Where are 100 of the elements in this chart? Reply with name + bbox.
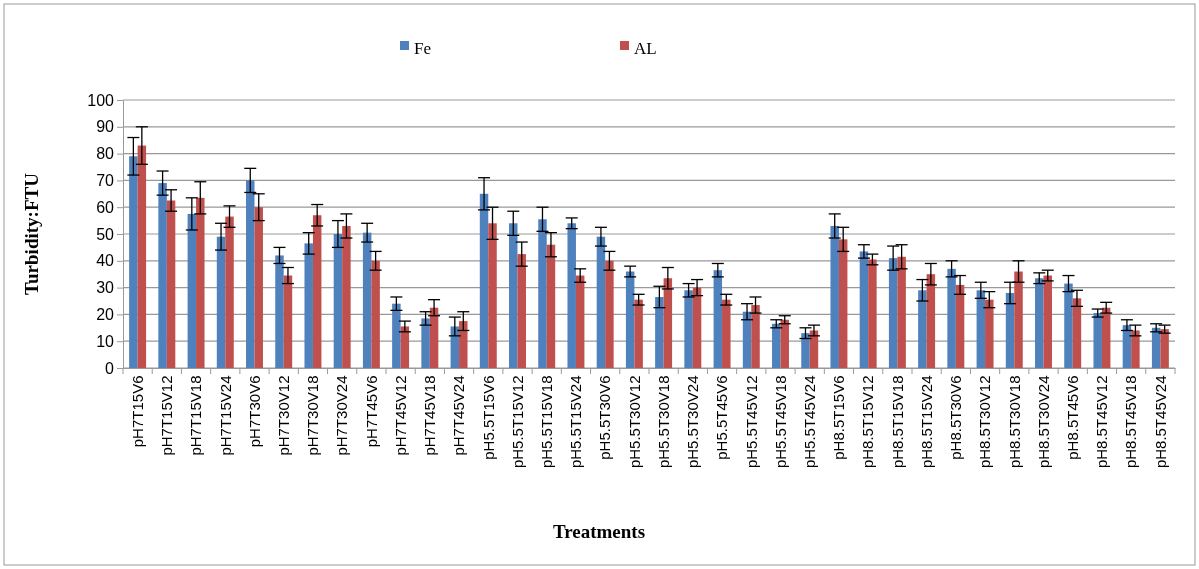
x-tick-label: pH7T30V24 — [333, 375, 351, 456]
bar — [692, 287, 702, 368]
bar — [722, 299, 731, 368]
bar — [625, 271, 635, 368]
bar — [421, 318, 430, 368]
y-tick-label: 40 — [96, 252, 115, 270]
bar — [897, 256, 906, 368]
bar — [772, 323, 781, 368]
bar — [538, 219, 547, 368]
x-tick-label: pH8.5T45V12 — [1093, 375, 1111, 469]
y-tick-label: 100 — [87, 91, 115, 109]
bar — [400, 326, 410, 368]
bar — [1093, 313, 1102, 368]
bar — [976, 290, 986, 368]
y-tick-label: 30 — [96, 279, 115, 297]
x-tick-label: pH8.5T30V18 — [1005, 375, 1023, 469]
bar — [918, 290, 927, 368]
x-tick-label: pH8.5T30V12 — [976, 375, 994, 469]
bar — [1072, 298, 1082, 368]
x-tick-label: pH7T15V12 — [158, 375, 176, 456]
bar — [1160, 329, 1169, 368]
x-tick-label: pH8.5T45V24 — [1151, 375, 1169, 469]
bar — [1151, 327, 1161, 368]
x-tick-label: pH8.5T45V18 — [1122, 375, 1140, 469]
bar — [955, 284, 965, 368]
bar — [342, 225, 351, 368]
x-tick-label: pH5.5T45V12 — [742, 375, 760, 469]
bar — [216, 236, 226, 368]
bar — [751, 305, 760, 368]
bar — [225, 216, 234, 368]
y-tick-label: 70 — [96, 172, 115, 190]
x-tick-label: pH7T15V24 — [216, 375, 234, 456]
bar — [830, 225, 839, 368]
bar — [479, 193, 489, 368]
bar — [985, 299, 994, 368]
x-tick-label: pH7T45V6 — [362, 375, 380, 448]
bar — [312, 215, 322, 368]
y-tick-label: 80 — [96, 145, 115, 163]
bar — [1014, 271, 1023, 368]
bar — [450, 326, 460, 368]
x-tick-label: pH5.5T15V18 — [537, 375, 555, 469]
x-tick-label: pH8.5T45V6 — [1063, 375, 1081, 460]
bar — [926, 274, 936, 368]
bar — [713, 270, 723, 368]
x-tick-label: pH5.5T15V12 — [508, 375, 526, 469]
bar — [254, 207, 263, 368]
bar — [362, 232, 372, 368]
bar — [546, 244, 556, 368]
y-axis-title: Turbidity:FTU — [21, 172, 42, 295]
bar — [488, 223, 497, 368]
bar — [129, 156, 138, 368]
x-tick-label: pH7T45V12 — [391, 375, 409, 456]
bar — [304, 243, 313, 368]
bar — [275, 255, 284, 368]
x-tick-label: pH8.5T15V18 — [888, 375, 906, 469]
x-tick-label: pH7T45V18 — [421, 375, 439, 456]
x-tick-label: pH5.5T45V6 — [713, 375, 731, 460]
bar — [567, 223, 576, 368]
bar — [1064, 283, 1073, 368]
bar — [888, 258, 898, 368]
x-tick-label: pH5.5T15V6 — [479, 375, 497, 460]
x-tick-label: pH8.5T15V12 — [859, 375, 877, 469]
bar — [371, 260, 380, 368]
y-tick-label: 0 — [105, 359, 115, 377]
bar — [596, 236, 606, 368]
bar — [780, 319, 789, 368]
bar — [1035, 278, 1044, 368]
bar — [575, 275, 585, 368]
bar — [166, 200, 176, 368]
x-tick-label: pH8.5T15V24 — [917, 375, 935, 469]
bar — [868, 259, 877, 368]
x-tick-label: pH5.5T30V24 — [684, 375, 702, 469]
bar — [947, 268, 956, 368]
bar — [246, 180, 255, 368]
legend-label: AL — [634, 38, 657, 58]
bar — [655, 296, 664, 368]
x-tick-label: pH8.5T30V24 — [1034, 375, 1052, 469]
y-tick-label: 10 — [96, 332, 115, 350]
bar — [196, 197, 205, 368]
y-tick-label: 90 — [96, 118, 115, 136]
x-tick-label: pH5.5T45V18 — [771, 375, 789, 469]
x-tick-label: pH7T30V18 — [304, 375, 322, 456]
bar — [459, 321, 468, 368]
bar — [838, 239, 848, 368]
bar — [1005, 292, 1015, 368]
x-tick-label: pH5.5T30V12 — [625, 375, 643, 469]
bar — [283, 275, 293, 368]
bar — [137, 145, 147, 368]
x-tick-label: pH5.5T30V18 — [654, 375, 672, 469]
bar — [1043, 275, 1052, 368]
bar — [809, 330, 819, 368]
legend-label: Fe — [414, 38, 431, 58]
x-tick-label: pH5.5T15V24 — [567, 375, 585, 469]
bar — [605, 260, 614, 368]
bar — [517, 254, 526, 368]
bar — [634, 299, 643, 368]
bar — [684, 290, 693, 368]
x-tick-label: pH5.5T45V24 — [800, 375, 818, 469]
bar — [859, 251, 869, 368]
bar — [392, 303, 401, 368]
